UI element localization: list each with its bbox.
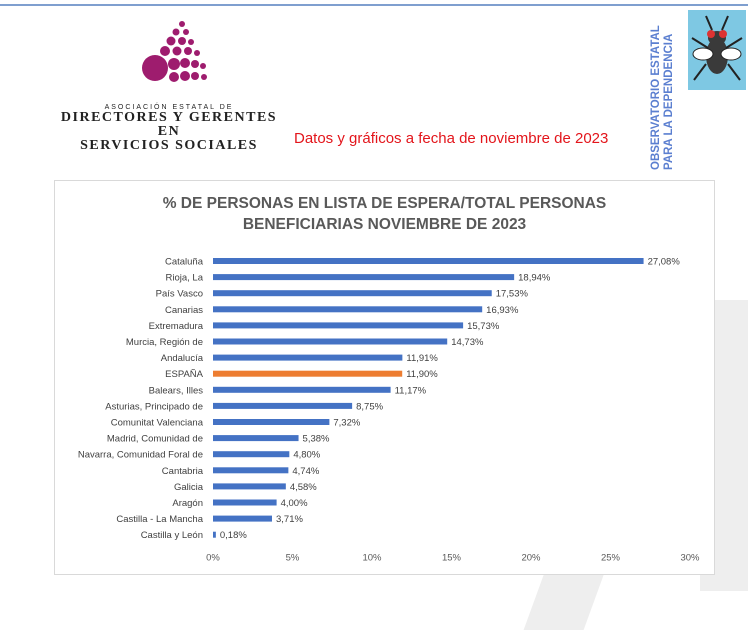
bar	[213, 370, 403, 377]
category-label: Canarias	[165, 305, 203, 316]
value-label: 7,32%	[333, 418, 360, 429]
observatorio-label: OBSERVATORIO ESTATAL PARA LA DEPENDENCIA	[650, 25, 676, 170]
category-label: Asturias, Principado de	[105, 401, 203, 412]
category-label: Galicia	[174, 482, 204, 493]
association-logo	[142, 21, 207, 82]
value-label: 0,18%	[220, 530, 247, 541]
bar	[213, 306, 483, 313]
bar	[213, 290, 492, 297]
assoc-line1: ASOCIACIÓN ESTATAL DE	[104, 104, 234, 111]
association-name: ASOCIACIÓN ESTATAL DE DIRECTORES Y GEREN…	[54, 104, 284, 153]
x-tick-label: 20%	[521, 553, 541, 564]
bar	[213, 258, 644, 264]
bar	[213, 531, 216, 538]
value-label: 11,17%	[395, 385, 427, 396]
x-tick-label: 30%	[680, 553, 700, 564]
category-label: Andalucía	[161, 353, 204, 364]
category-label: Castilla y León	[141, 530, 203, 541]
category-label: Aragón	[172, 498, 203, 509]
chart-title-line1: % DE PERSONAS EN LISTA DE ESPERA/TOTAL P…	[162, 195, 607, 212]
value-label: 4,74%	[292, 466, 319, 477]
category-label: País Vasco	[156, 289, 203, 300]
category-label: Navarra, Comunidad Foral de	[78, 450, 203, 461]
value-label: 8,75%	[356, 401, 383, 412]
x-tick-label: 10%	[362, 553, 382, 564]
observatorio-line2: PARA LA DEPENDENCIA	[663, 33, 675, 170]
x-tick-label: 25%	[601, 553, 621, 564]
value-label: 17,53%	[496, 289, 529, 300]
assoc-line2: DIRECTORES Y GERENTES EN	[60, 110, 278, 139]
category-label: Balears, Illes	[149, 385, 204, 396]
category-label: Murcia, Región de	[126, 337, 203, 348]
value-label: 4,80%	[293, 450, 320, 461]
category-label: Cataluña	[165, 257, 204, 268]
bar	[213, 386, 391, 393]
category-label: Castilla - La Mancha	[116, 514, 203, 525]
bar	[213, 338, 448, 345]
bar	[213, 483, 286, 490]
category-label: Comunitat Valenciana	[111, 418, 204, 429]
category-label: Cantabria	[162, 466, 204, 477]
fly-mascot-icon	[688, 10, 746, 90]
value-label: 18,94%	[518, 273, 551, 284]
value-label: 15,73%	[467, 321, 500, 332]
bar	[213, 274, 515, 281]
bar	[213, 354, 403, 361]
observatorio-line1: OBSERVATORIO ESTATAL	[650, 25, 662, 170]
assoc-line3: SERVICIOS SOCIALES	[80, 138, 258, 153]
date-note: Datos y gráficos a fecha de noviembre de…	[294, 130, 609, 147]
bar	[213, 322, 464, 329]
bar	[213, 419, 330, 425]
value-label: 3,71%	[276, 514, 303, 525]
top-rule	[0, 4, 748, 6]
category-label: Extremadura	[149, 321, 204, 332]
value-label: 14,73%	[451, 337, 484, 348]
bar	[213, 402, 353, 409]
category-label: Madrid, Comunidad de	[107, 434, 203, 445]
value-label: 27,08%	[648, 257, 681, 268]
value-label: 16,93%	[486, 305, 519, 316]
value-label: 5,38%	[303, 434, 330, 445]
chart-title-line2: BENEFICIARIAS NOVIEMBRE DE 2023	[242, 216, 527, 233]
bar-chart-plot: Cataluña 27,08% Rioja, La 18,94% País Vasco 1…	[78, 257, 700, 564]
value-label: 4,58%	[290, 482, 317, 493]
value-label: 11,91%	[406, 353, 438, 364]
bar	[213, 467, 289, 474]
value-label: 4,00%	[281, 498, 308, 509]
category-label: Rioja, La	[166, 273, 204, 284]
bar	[213, 515, 272, 522]
value-label: 11,90%	[406, 369, 438, 380]
observatorio-panel	[648, 8, 748, 180]
x-tick-label: 0%	[206, 553, 220, 564]
x-tick-label: 5%	[286, 553, 300, 564]
bar	[213, 435, 299, 442]
x-tick-label: 15%	[442, 553, 462, 564]
category-label: ESPAÑA	[165, 369, 204, 380]
chart-title: % DE PERSONAS EN LISTA DE ESPERA/TOTAL P…	[55, 193, 714, 235]
bar	[213, 499, 277, 506]
chart-container: % DE PERSONAS EN LISTA DE ESPERA/TOTAL P…	[54, 180, 715, 575]
bar	[213, 451, 290, 458]
